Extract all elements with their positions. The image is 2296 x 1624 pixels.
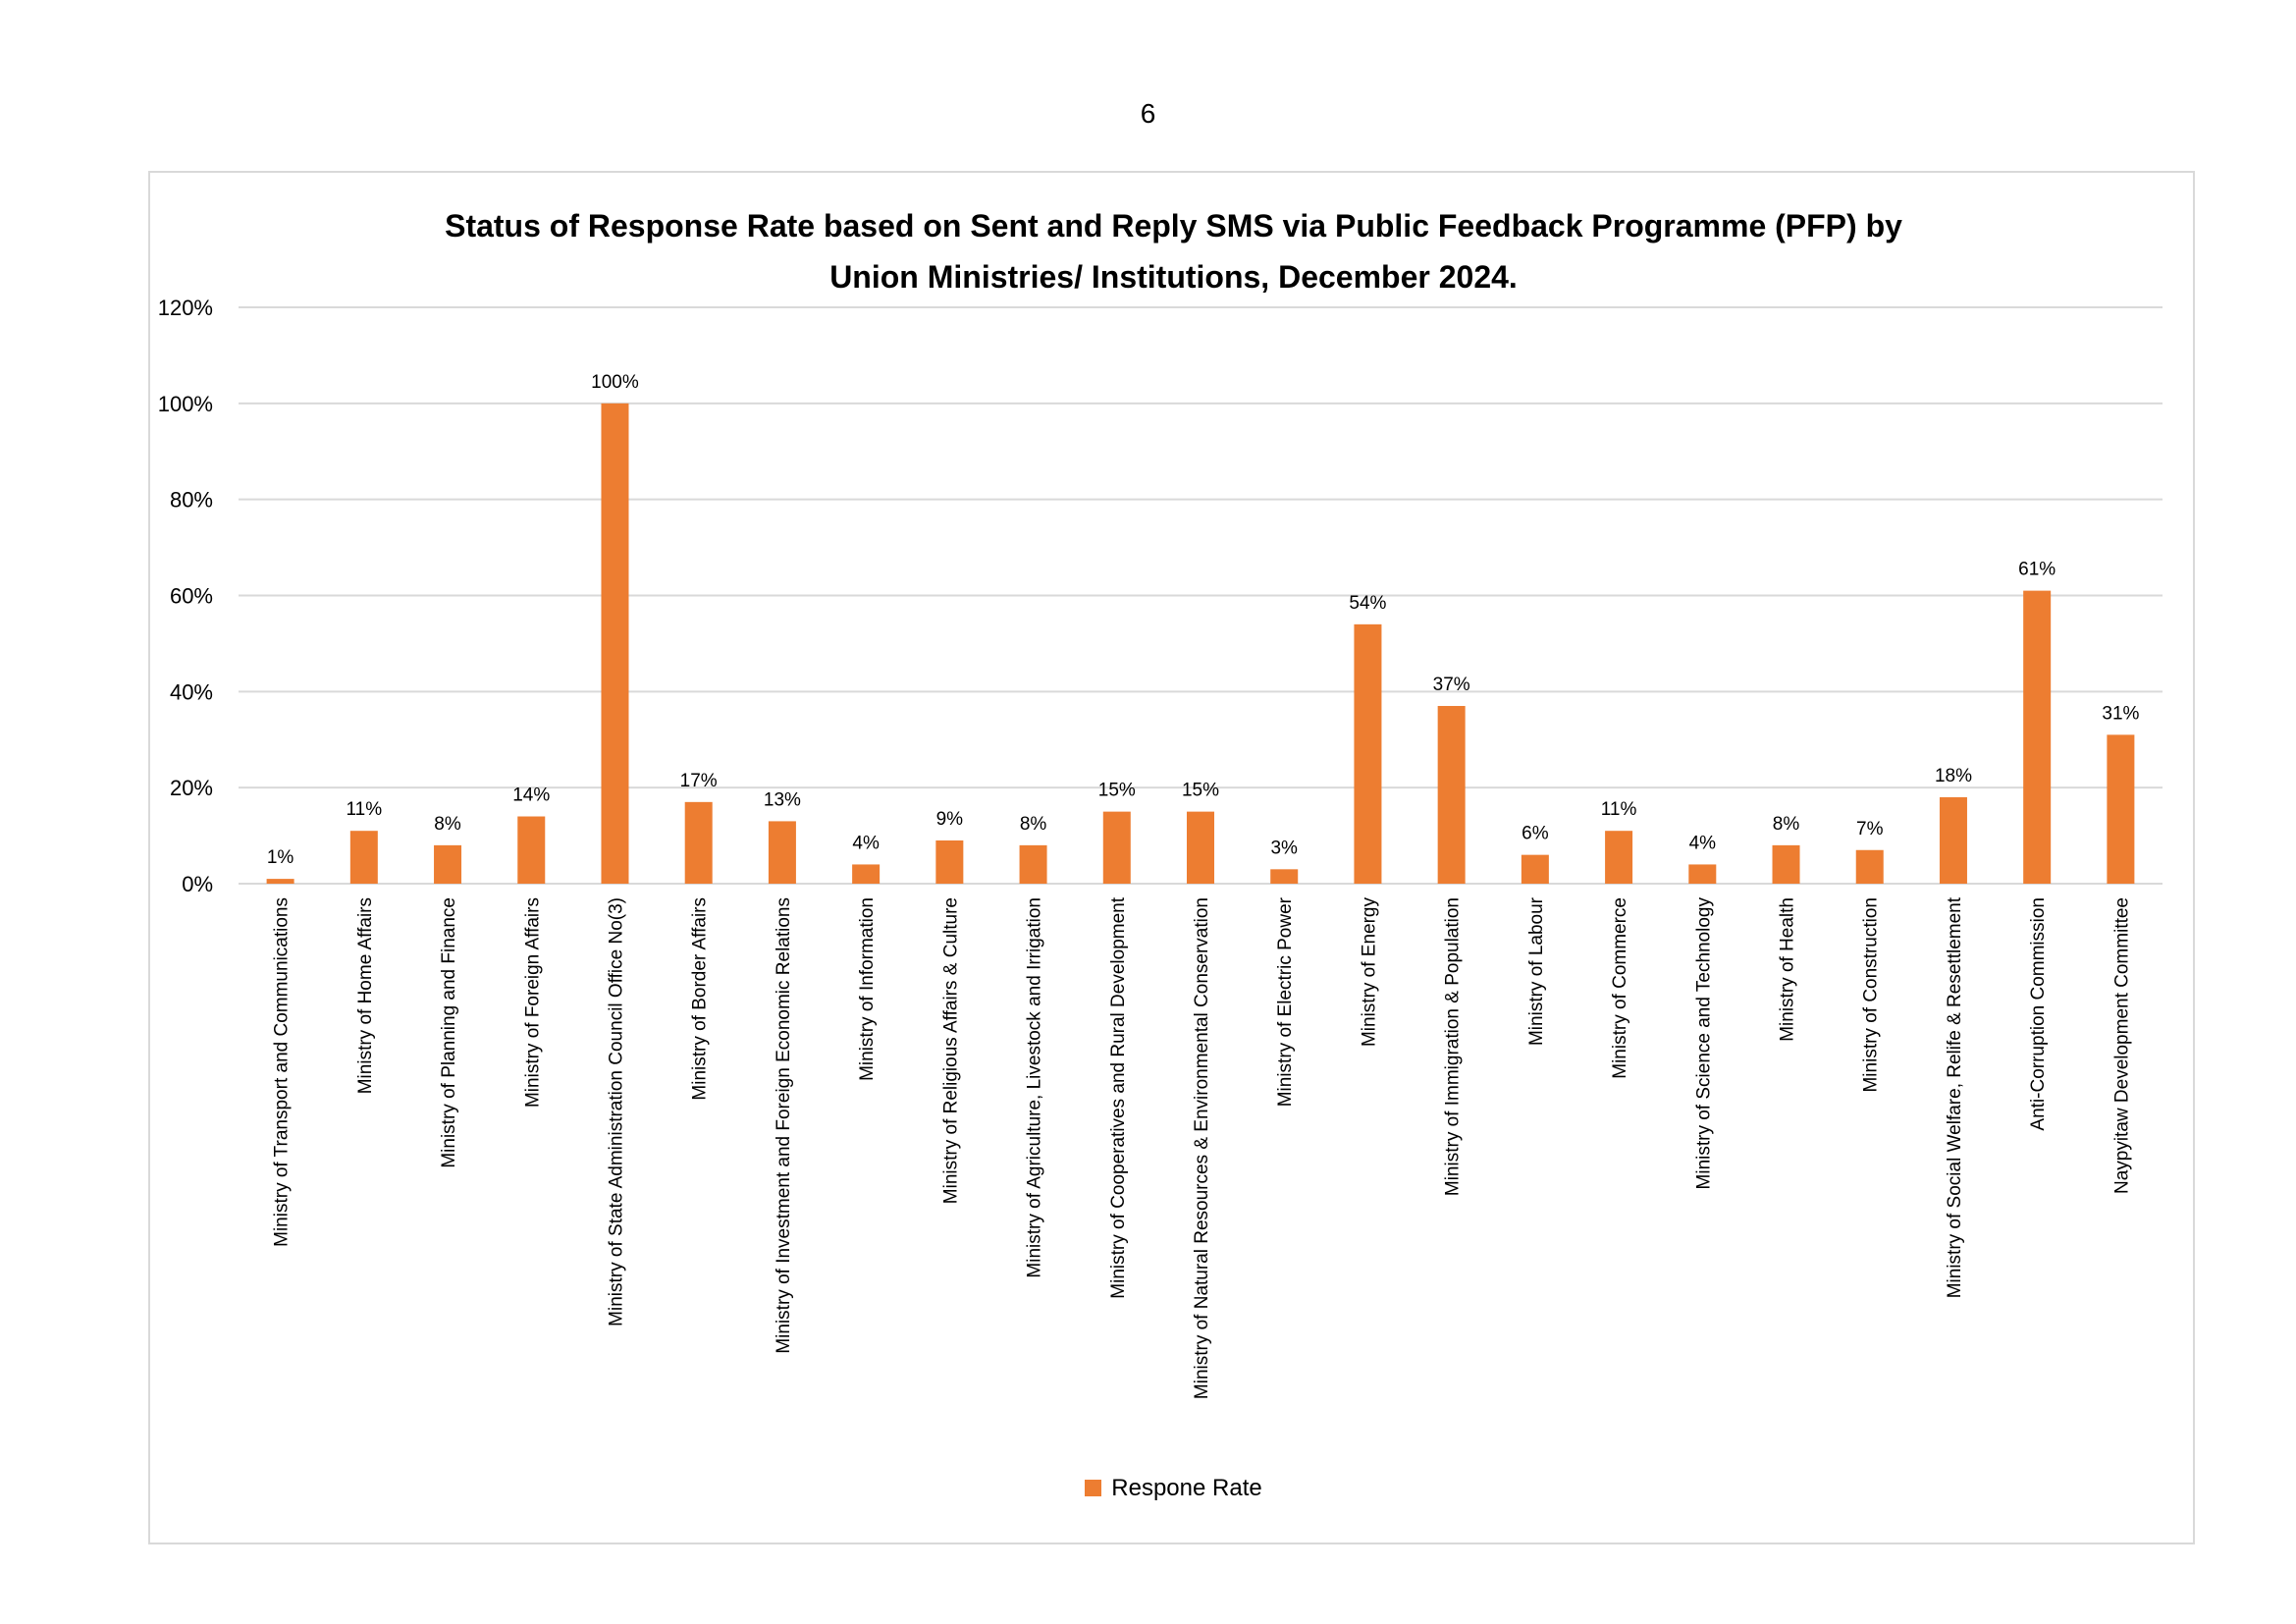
bar (434, 844, 462, 884)
bar-chart: 0% 20% 40% 60% 80% 100% 120% 1% 11% 8% 14% 100% 17%… (158, 296, 2163, 1399)
x-tick-label: Naypyitaw Development Committee (2111, 897, 2132, 1194)
chart-title-line-1: Status of Response Rate based on Sent an… (445, 208, 1902, 244)
bar (684, 801, 713, 884)
y-tick-label: 20% (170, 776, 213, 800)
x-tick-label: Ministry of Social Welfare, Relife & Res… (1945, 896, 1965, 1298)
bar (1772, 844, 1800, 884)
data-label: 8% (434, 814, 461, 835)
x-tick-label: Ministry of Transport and Communications (272, 897, 293, 1247)
data-label: 8% (1773, 814, 1800, 835)
x-axis-tick-labels: Ministry of Transport and Communications… (272, 896, 2133, 1399)
data-label: 9% (936, 809, 964, 830)
x-tick-label: Ministry of Cooperatives and Rural Devel… (1108, 896, 1129, 1298)
data-label: 100% (591, 372, 639, 393)
x-tick-label: Ministry of State Administration Council… (606, 897, 626, 1326)
chart-frame: Status of Response Rate based on Sent an… (148, 171, 2195, 1544)
page-number: 6 (1140, 98, 1156, 129)
y-tick-label: 100% (158, 392, 213, 416)
gridlines (239, 306, 2163, 885)
y-tick-label: 120% (158, 296, 213, 320)
bar (1521, 854, 1549, 884)
data-label: 11% (347, 799, 383, 820)
data-labels: 1% 11% 8% 14% 100% 17% 13% 4% 9% 8% 15% 15% 3% 54% 37%… (267, 372, 2140, 868)
data-label: 14% (512, 785, 550, 806)
bar (1688, 864, 1717, 884)
y-tick-label: 0% (182, 872, 213, 896)
legend: Respone Rate (150, 1475, 2197, 1502)
x-tick-label: Ministry of Foreign Affairs (522, 897, 543, 1108)
data-label: 11% (1601, 799, 1637, 820)
bar (2107, 734, 2135, 884)
x-tick-label: Ministry of Construction (1861, 897, 1882, 1093)
data-label: 17% (680, 771, 718, 791)
x-tick-label: Ministry of Religious Affairs & Culture (940, 897, 961, 1204)
data-label: 15% (1098, 781, 1136, 801)
bar (517, 816, 546, 884)
bar (1187, 811, 1214, 884)
bar (1939, 796, 1967, 884)
bar (1354, 623, 1382, 884)
data-label: 3% (1270, 838, 1298, 858)
y-tick-label: 60% (170, 584, 213, 609)
x-tick-label: Ministry of Information (857, 897, 878, 1081)
legend-label: Respone Rate (1111, 1475, 1262, 1501)
bar (1855, 849, 1884, 884)
bar (1102, 811, 1131, 884)
chart-title-line-2: Union Ministries/ Institutions, December… (829, 259, 1518, 295)
legend-swatch (1085, 1480, 1102, 1496)
data-label: 31% (2102, 703, 2139, 724)
y-axis-tick-labels: 0% 20% 40% 60% 80% 100% 120% (158, 296, 213, 896)
bar (1437, 706, 1466, 884)
data-label: 37% (1433, 675, 1470, 695)
bar (2023, 590, 2052, 884)
x-tick-label: Ministry of Health (1778, 897, 1798, 1042)
data-label: 7% (1856, 819, 1884, 839)
bar (768, 821, 796, 884)
x-tick-label: Ministry of Immigration & Population (1443, 897, 1464, 1196)
data-label: 61% (2018, 560, 2056, 580)
bar (935, 839, 964, 884)
y-tick-label: 40% (170, 679, 213, 704)
x-tick-label: Ministry of Investment and Foreign Econo… (774, 897, 794, 1354)
bar (266, 879, 294, 884)
data-label: 1% (267, 847, 294, 868)
data-label: 54% (1349, 593, 1386, 614)
x-tick-label: Ministry of Energy (1359, 897, 1379, 1048)
x-tick-label: Ministry of Home Affairs (355, 897, 376, 1094)
bars (266, 403, 2135, 884)
x-tick-label: Ministry of Commerce (1610, 897, 1630, 1079)
data-label: 15% (1182, 781, 1219, 801)
data-label: 18% (1935, 766, 1972, 786)
bar (852, 864, 881, 884)
x-tick-label: Ministry of Planning and Finance (439, 897, 459, 1168)
x-tick-label: Ministry of Agriculture, Livestock and I… (1025, 897, 1045, 1278)
y-tick-label: 80% (170, 488, 213, 513)
chart-title: Status of Response Rate based on Sent an… (150, 200, 2197, 302)
data-label: 6% (1522, 824, 1549, 844)
data-label: 4% (852, 833, 880, 853)
bar (1605, 831, 1633, 884)
x-tick-label: Ministry of Border Affairs (690, 897, 711, 1101)
x-tick-label: Ministry of Science and Technology (1693, 897, 1714, 1190)
data-label: 13% (764, 789, 801, 810)
bar (601, 403, 629, 884)
x-tick-label: Ministry of Electric Power (1275, 896, 1296, 1107)
data-label: 8% (1020, 814, 1047, 835)
bar (349, 831, 378, 884)
data-label: 4% (1689, 833, 1717, 853)
bar (1270, 869, 1299, 884)
x-tick-label: Ministry of Natural Resources & Environm… (1192, 897, 1212, 1399)
x-tick-label: Ministry of Labour (1526, 896, 1547, 1046)
bar (1019, 844, 1047, 884)
x-tick-label: Anti-Corruption Commission (2028, 897, 2049, 1131)
